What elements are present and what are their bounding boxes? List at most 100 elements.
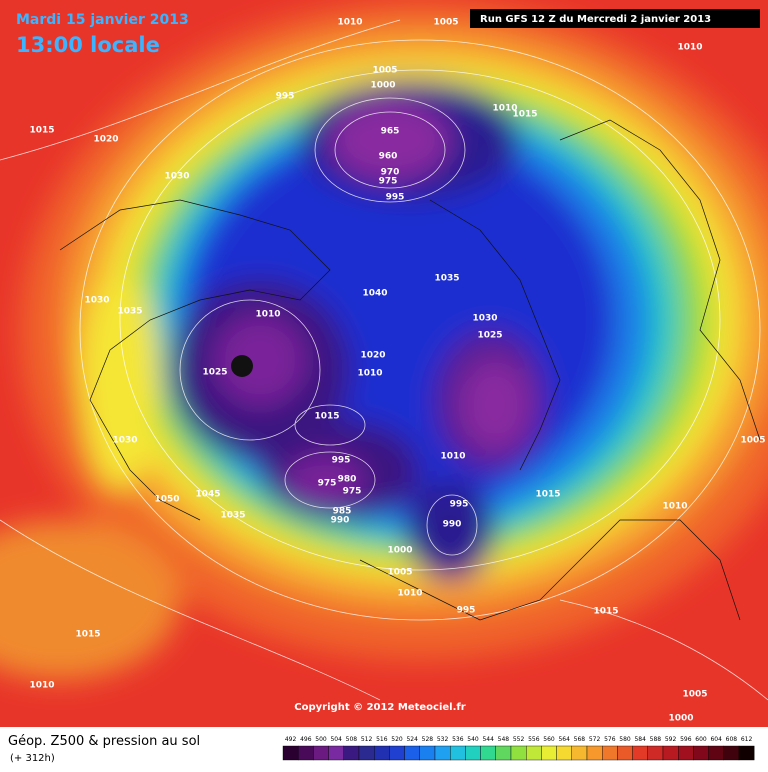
scale-swatch [495, 745, 512, 761]
isobar-label: 1010 [29, 681, 54, 691]
isobar-label: 1030 [472, 314, 497, 324]
isobar-label: 1000 [668, 714, 693, 724]
isobar-label: 1010 [662, 502, 687, 512]
scale-label: 548 [498, 736, 510, 743]
isobar-label: 1010 [440, 452, 465, 462]
isobar-label: 1015 [75, 630, 100, 640]
scale-swatch [632, 745, 648, 761]
isobar-label: 1030 [164, 172, 189, 182]
isobar-label: 1005 [387, 568, 412, 578]
run-box [470, 9, 760, 28]
isobar-label: 1010 [492, 104, 517, 114]
scale-label: 592 [665, 736, 677, 743]
scale-swatch [358, 745, 375, 761]
scale-label: 576 [604, 736, 616, 743]
isobar-label: 1020 [93, 135, 118, 145]
scale-label: 564 [558, 736, 570, 743]
scale-label: 524 [406, 736, 418, 743]
scale-swatch [374, 745, 390, 761]
scale-swatch [693, 745, 709, 761]
isobar-label: 1005 [433, 18, 458, 28]
scale-label: 608 [726, 736, 738, 743]
coastlines [59, 119, 761, 621]
scale-swatch [738, 745, 755, 761]
scale-label: 568 [574, 736, 586, 743]
isobar-label: 1015 [535, 490, 560, 500]
isobar-label: 1025 [477, 331, 502, 341]
isobar-label: 985 [333, 507, 352, 517]
isobar-label: 1035 [434, 274, 459, 284]
scale-swatch [556, 745, 572, 761]
isobar-label: 1010 [255, 310, 280, 320]
isobar-label: 965 [381, 127, 400, 137]
scale-swatch [419, 745, 436, 761]
isobar-label: 1005 [372, 66, 397, 76]
scale-swatch [723, 745, 740, 761]
isobar-label: 975 [343, 487, 362, 497]
isobar-label: 1015 [593, 607, 618, 617]
scale-label: 504 [330, 736, 342, 743]
scale-swatch [282, 745, 299, 761]
scale-swatch [465, 745, 481, 761]
isobar-label: 990 [331, 516, 350, 526]
isobar-label: 995 [457, 606, 476, 616]
isobar-label: 1035 [117, 307, 142, 317]
scale-swatch [450, 745, 466, 761]
scale-label: 532 [437, 736, 449, 743]
isobar-label: 1010 [677, 43, 702, 53]
low-core [231, 355, 253, 377]
scale-swatch [434, 745, 451, 761]
isobars [0, 19, 768, 701]
isobar-label: 1030 [84, 296, 109, 306]
scale-label: 496 [300, 736, 312, 743]
isobar-label: 1015 [314, 412, 339, 422]
scale-label: 500 [315, 736, 327, 743]
scale-swatch [313, 745, 329, 761]
scale-swatch [480, 745, 497, 761]
isobar-label: 1000 [387, 546, 412, 556]
scale-label: 588 [650, 736, 662, 743]
isobar-label: 1035 [220, 511, 245, 521]
scale-swatch [662, 745, 679, 761]
scale-swatch [343, 745, 360, 761]
scale-label: 584 [634, 736, 646, 743]
scale-label: 612 [741, 736, 753, 743]
isobar-label: 1025 [202, 368, 227, 378]
scale-swatch [678, 745, 694, 761]
scale-label: 560 [543, 736, 555, 743]
scale-label: 512 [361, 736, 373, 743]
height-field [0, 0, 768, 727]
scale-label: 520 [391, 736, 403, 743]
scale-swatch [708, 745, 724, 761]
scale-label: 540 [467, 736, 479, 743]
valid-time: 13:00 locale [16, 33, 160, 57]
isobar-label: 995 [450, 500, 469, 510]
isobar-label: 1015 [29, 126, 54, 136]
scale-label: 508 [346, 736, 358, 743]
run-info: Run GFS 12 Z du Mercredi 2 janvier 2013 [480, 14, 711, 25]
isobar-label: 1010 [397, 589, 422, 599]
scale-swatch [510, 745, 527, 761]
scale-label: 544 [482, 736, 494, 743]
isobar-label: 995 [386, 193, 405, 203]
isobar-label: 1030 [112, 436, 137, 446]
scale-swatch [526, 745, 542, 761]
scale-label: 556 [528, 736, 540, 743]
scale-label: 492 [285, 736, 297, 743]
isobar-label: 1050 [154, 495, 179, 505]
scale-label: 604 [710, 736, 722, 743]
copyright: Copyright © 2012 Meteociel.fr [294, 702, 465, 713]
isobar-label: 980 [338, 475, 357, 485]
isobar-label: 975 [379, 177, 398, 187]
footer-title: Géop. Z500 & pression au sol [8, 734, 200, 749]
isobar-label: 1010 [337, 18, 362, 28]
scale-swatch [617, 745, 633, 761]
isobar-label: 1040 [362, 289, 387, 299]
color-scale: 492 496 500 504 508 512 516 520 524 528 532 536 540 5… [282, 736, 755, 761]
scale-label: 580 [619, 736, 631, 743]
isobar-labels: 1010 100510101005100099510101015101510201… [29, 18, 765, 724]
scale-swatch [647, 745, 664, 761]
isobar-label: 1015 [512, 110, 537, 120]
scale-swatch [298, 745, 314, 761]
